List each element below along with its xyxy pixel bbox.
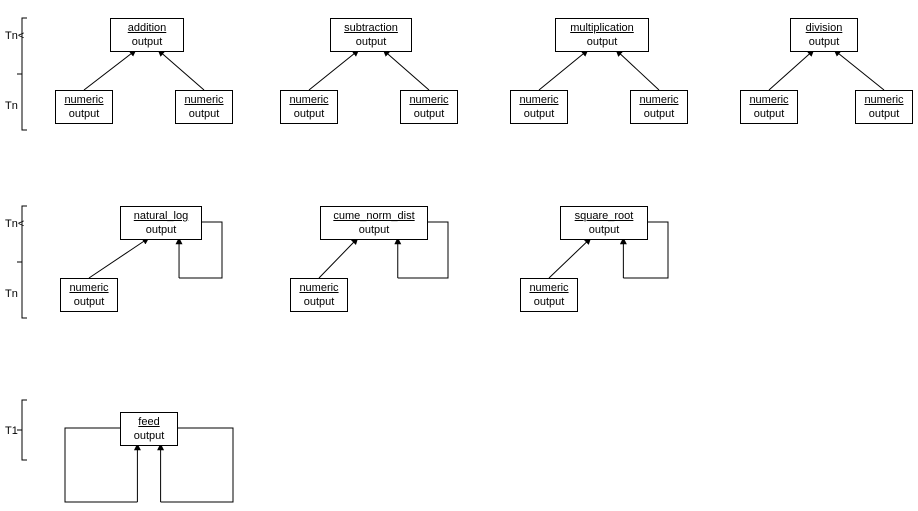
node-title: square_root [567,210,641,223]
node-title: numeric [67,282,111,295]
node-sub: output [797,36,851,49]
node-title: numeric [62,94,106,107]
node-mul: multiplicationoutput [555,18,649,52]
node-title: subtraction [337,22,405,35]
node-title: numeric [297,282,341,295]
node-feed: feedoutput [120,412,178,446]
node-sub: output [407,108,451,121]
node-sub: output [562,36,642,49]
node-title: numeric [182,94,226,107]
node-sqrt: square_rootoutput [560,206,648,240]
node-sqrt_n: numericoutput [520,278,578,312]
diagram-canvas: { "canvas": { "width": 918, "height": 51… [0,0,918,511]
node-sub: output [637,108,681,121]
node-title: numeric [637,94,681,107]
node-sub_l: numericoutput [280,90,338,124]
node-title: multiplication [562,22,642,35]
row-label-r3a: T1 [5,425,18,437]
node-add_l: numericoutput [55,90,113,124]
node-title: addition [117,22,177,35]
node-add: additionoutput [110,18,184,52]
node-sub: output [127,224,195,237]
node-sub: output [862,108,906,121]
node-sub: subtractionoutput [330,18,412,52]
node-sub: output [62,108,106,121]
node-add_r: numericoutput [175,90,233,124]
row-label-r2b: Tn [5,288,18,300]
node-sub_r: numericoutput [400,90,458,124]
node-div: divisionoutput [790,18,858,52]
node-title: numeric [862,94,906,107]
node-title: numeric [747,94,791,107]
node-sub: output [182,108,226,121]
node-div_l: numericoutput [740,90,798,124]
node-sub: output [117,36,177,49]
node-title: cume_norm_dist [327,210,421,223]
node-sub: output [527,296,571,309]
node-mul_l: numericoutput [510,90,568,124]
node-div_r: numericoutput [855,90,913,124]
node-title: numeric [407,94,451,107]
node-sub: output [517,108,561,121]
node-sub: output [287,108,331,121]
node-sub: output [747,108,791,121]
node-title: division [797,22,851,35]
node-sub: output [297,296,341,309]
row-label-r1a: Tn< [5,30,24,42]
node-title: natural_log [127,210,195,223]
node-title: feed [127,416,171,429]
node-sub: output [127,430,171,443]
node-mul_r: numericoutput [630,90,688,124]
node-ln: natural_logoutput [120,206,202,240]
node-ln_n: numericoutput [60,278,118,312]
node-sub: output [67,296,111,309]
node-title: numeric [527,282,571,295]
row-label-r2a: Tn< [5,218,24,230]
node-sub: output [327,224,421,237]
node-title: numeric [517,94,561,107]
node-cnd: cume_norm_distoutput [320,206,428,240]
row-label-r1b: Tn [5,100,18,112]
node-sub: output [337,36,405,49]
node-title: numeric [287,94,331,107]
node-cnd_n: numericoutput [290,278,348,312]
node-sub: output [567,224,641,237]
